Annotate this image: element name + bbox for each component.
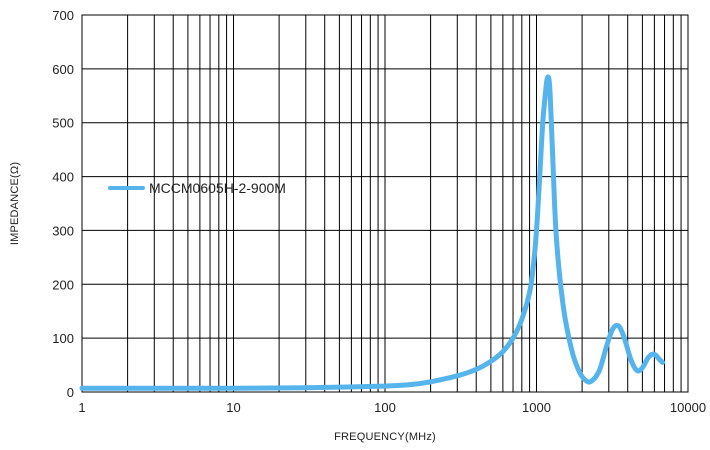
grid [82, 15, 688, 392]
y-tick-label: 700 [52, 8, 74, 23]
y-axis-title: IMPEDANCE(Ω) [9, 162, 21, 245]
y-tick-label: 300 [52, 223, 74, 238]
y-tick-label: 0 [67, 385, 74, 400]
x-axis-title: FREQUENCY(MHz) [334, 431, 436, 443]
y-tick-label: 400 [52, 170, 74, 185]
x-tick-label: 1000 [522, 400, 551, 415]
x-tick-labels: 1 10 100 1000 10000 [78, 400, 706, 415]
y-tick-label: 100 [52, 331, 74, 346]
y-tick-label: 500 [52, 116, 74, 131]
x-tick-label: 100 [374, 400, 396, 415]
y-tick-label: 200 [52, 277, 74, 292]
y-tick-label: 600 [52, 62, 74, 77]
y-tick-labels: 0 100 200 300 400 500 600 700 [52, 8, 74, 400]
x-tick-label: 10000 [670, 400, 706, 415]
legend-label: MCCM0605H-2-900M [149, 180, 286, 196]
series-line [79, 74, 666, 391]
plot-frame [81, 14, 689, 393]
x-tick-label: 1 [78, 400, 85, 415]
x-tick-label: 10 [226, 400, 240, 415]
legend: MCCM0605H-2-900M [108, 180, 286, 196]
